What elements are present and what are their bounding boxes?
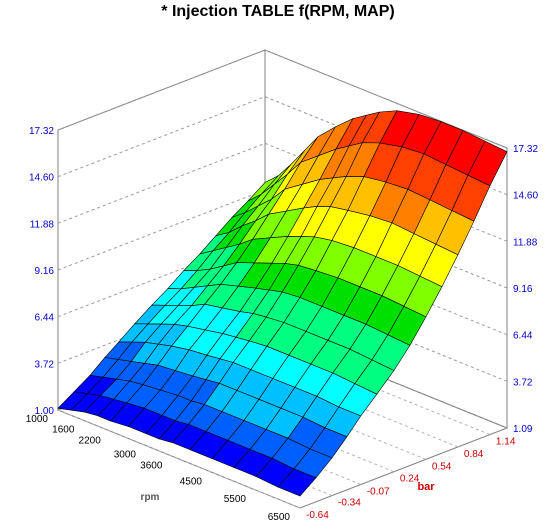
z-tick-label-right: 17.32 — [513, 144, 538, 155]
bar-tick-label: -0.07 — [367, 486, 390, 497]
bar-tick-label: 1.14 — [496, 437, 516, 448]
surface-cell — [277, 468, 317, 497]
z-tick-label-right: 14.60 — [513, 191, 538, 202]
bar-axis-label: bar — [417, 481, 435, 493]
rpm-tick-label: 2200 — [79, 435, 102, 446]
bar-tick-label: 0.24 — [400, 474, 420, 485]
z-gridline — [57, 189, 508, 289]
rpm-tick-label: 4500 — [180, 476, 203, 487]
z-tick-label-right: 11.88 — [513, 237, 538, 248]
z-gridline — [57, 49, 508, 149]
z-gridline — [57, 236, 508, 336]
rpm-tick-label: 1600 — [52, 425, 75, 436]
bar-tick-label: 0.84 — [464, 449, 484, 460]
rpm-axis-label: rpm — [141, 492, 160, 503]
bar-tick-label: -0.64 — [306, 510, 329, 521]
z-tick-label-left: 1.00 — [35, 406, 55, 417]
rpm-tick-label: 5500 — [224, 494, 247, 505]
rpm-tick-label: 3600 — [140, 460, 163, 471]
rpm-tick-label: 3000 — [114, 450, 137, 461]
surface-mesh — [57, 110, 508, 497]
bar-tick-label: 0.54 — [432, 461, 452, 472]
z-tick-label-left: 3.72 — [35, 359, 55, 370]
z-tick-label-right: 1.09 — [513, 424, 533, 435]
axis-labels: 1.00 1.09 3.72 3.72 6.44 6.44 9.16 9.16 11.88 11.… — [26, 126, 539, 523]
bar-tick-label: -0.34 — [338, 498, 361, 509]
z-tick-label-left: 14.60 — [29, 173, 54, 184]
rpm-tick-label: 1000 — [26, 414, 49, 425]
chart-title: * Injection TABLE f(RPM, MAP) — [161, 3, 394, 20]
z-tick-label-left: 6.44 — [35, 313, 55, 324]
z-tick-label-left: 9.16 — [35, 266, 55, 277]
z-tick-label-left: 11.88 — [30, 219, 55, 230]
z-tick-label-right: 3.72 — [513, 377, 533, 388]
z-tick-label-right: 9.16 — [513, 284, 533, 295]
floor-gridline — [57, 409, 301, 509]
z-tick-label-left: 17.32 — [29, 126, 54, 137]
rpm-tick-label: 6500 — [268, 512, 291, 523]
z-gridline — [57, 142, 508, 242]
z-tick-label-right: 6.44 — [513, 331, 533, 342]
z-gridline — [57, 96, 508, 196]
